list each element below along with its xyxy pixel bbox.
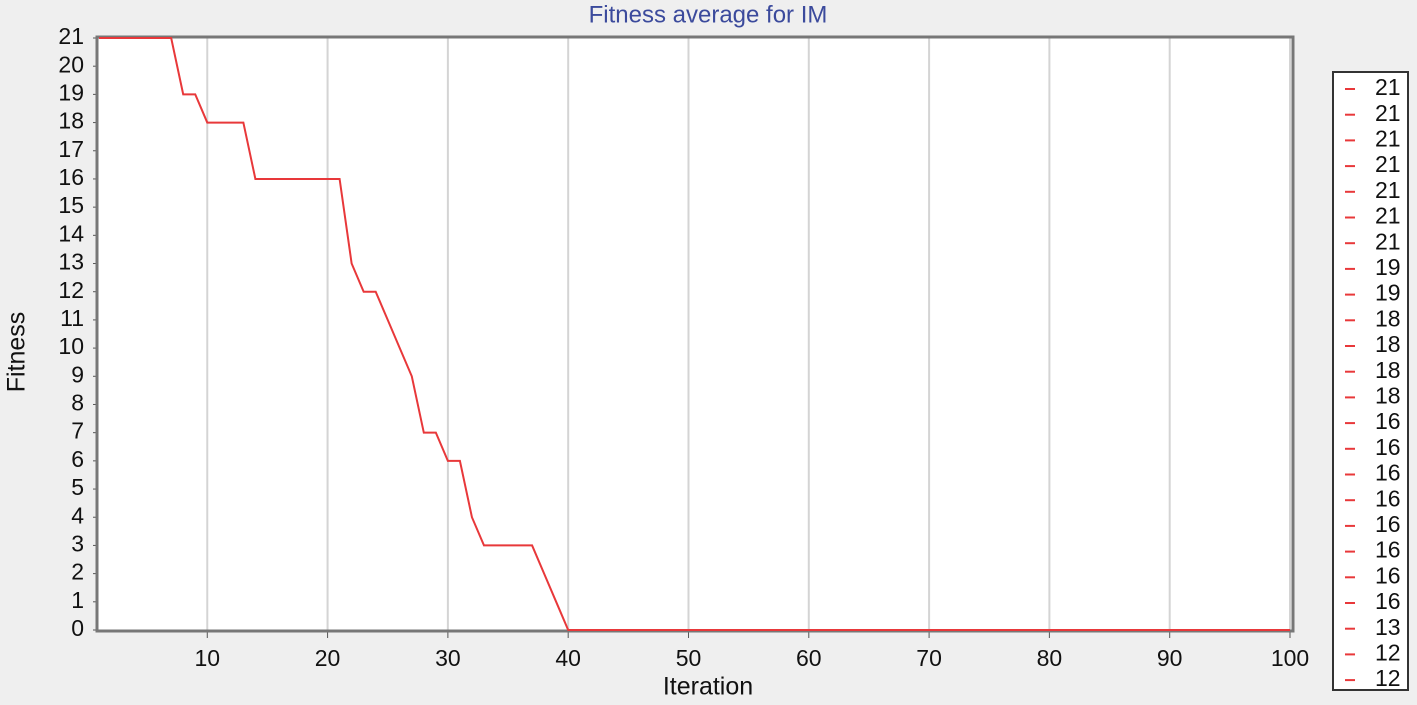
legend-label: 18 [1375, 305, 1401, 331]
legend-label: 21 [1375, 100, 1401, 126]
legend-box [1332, 71, 1409, 691]
x-tick-label: 30 [435, 645, 461, 671]
y-tick-label: 1 [71, 587, 84, 613]
legend-label: 12 [1375, 639, 1401, 665]
x-tick-label: 90 [1157, 645, 1183, 671]
legend-label: 19 [1375, 254, 1401, 280]
y-tick-label: 8 [71, 390, 84, 416]
y-tick-label: 18 [58, 108, 84, 134]
y-tick-label: 21 [58, 23, 84, 49]
x-tick-label: 50 [676, 645, 702, 671]
legend-label: 21 [1375, 228, 1401, 254]
y-tick-label: 16 [58, 164, 84, 190]
legend-label: 21 [1375, 177, 1401, 203]
y-tick-label: 9 [71, 361, 84, 387]
y-tick-label: 15 [58, 192, 84, 218]
y-tick-label: 5 [71, 474, 84, 500]
x-tick-label: 10 [194, 645, 220, 671]
y-tick-label: 0 [71, 615, 84, 641]
legend-label: 16 [1375, 537, 1401, 563]
legend-label: 21 [1375, 125, 1401, 151]
legend-label: 13 [1375, 614, 1401, 640]
legend-label: 16 [1375, 434, 1401, 460]
legend-label: 21 [1375, 151, 1401, 177]
y-tick-label: 4 [71, 502, 84, 528]
y-tick-label: 10 [58, 333, 84, 359]
legend-label: 18 [1375, 357, 1401, 383]
y-tick-label: 7 [71, 418, 84, 444]
y-tick-label: 12 [58, 277, 84, 303]
x-tick-label: 70 [916, 645, 942, 671]
x-tick-label: 80 [1037, 645, 1063, 671]
x-tick-label: 100 [1271, 645, 1309, 671]
y-tick-label: 13 [58, 249, 84, 275]
legend-label: 16 [1375, 460, 1401, 486]
legend-label: 12 [1375, 665, 1401, 691]
legend-label: 21 [1375, 74, 1401, 100]
y-tick-label: 17 [58, 136, 84, 162]
y-tick-label: 20 [58, 51, 84, 77]
legend-label: 21 [1375, 203, 1401, 229]
x-tick-label: 20 [315, 645, 341, 671]
plot-area [97, 37, 1293, 631]
legend-label: 16 [1375, 511, 1401, 537]
y-tick-label: 19 [58, 79, 84, 105]
data-line [99, 37, 1290, 631]
legend-label: 16 [1375, 588, 1401, 614]
legend-label: 19 [1375, 280, 1401, 306]
y-tick-label: 11 [60, 305, 84, 331]
y-axis-title: Fitness [3, 312, 31, 393]
x-axis-title: Iteration [663, 673, 753, 701]
x-tick-label: 60 [796, 645, 822, 671]
chart-title: Fitness average for IM [589, 1, 828, 28]
legend-label: 16 [1375, 408, 1401, 434]
x-tick-label: 40 [555, 645, 581, 671]
legend-label: 16 [1375, 562, 1401, 588]
legend-label: 18 [1375, 331, 1401, 357]
y-tick-label: 2 [71, 559, 84, 585]
y-tick-label: 14 [58, 220, 84, 246]
y-tick-label: 6 [71, 446, 84, 472]
y-tick-label: 3 [71, 531, 84, 557]
legend-label: 16 [1375, 485, 1401, 511]
legend-label: 18 [1375, 382, 1401, 408]
